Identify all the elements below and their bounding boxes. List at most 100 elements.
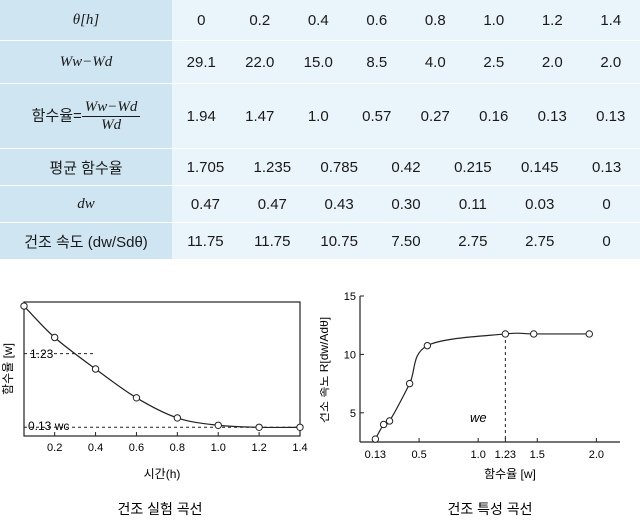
chart1-annotation-1.23: 1.23 xyxy=(30,347,54,361)
chart2-xtick-label: 2.0 xyxy=(589,449,604,461)
dw-cell: 0.03 xyxy=(525,195,555,213)
moisture-cell: 1.0 xyxy=(289,83,348,149)
chart1-point xyxy=(173,414,182,422)
w-label: Ww−Wd xyxy=(0,40,172,84)
rate-cell: 2.75 xyxy=(525,232,555,250)
table-row-w: Ww−Wd 29.1 22.0 15.0 8.5 4.0 2.5 2.0 2.0 xyxy=(0,40,640,84)
rate-values: 11.75 11.75 10.75 7.50 2.75 2.75 0 xyxy=(172,222,640,260)
chart2-point xyxy=(530,330,538,338)
average-values: 1.705 1.235 0.785 0.42 0.215 0.145 0.13 xyxy=(172,148,640,186)
w-cell: 15.0 xyxy=(289,40,348,84)
chart1-point xyxy=(20,302,28,310)
moisture-cell: 0.16 xyxy=(464,83,523,149)
moisture-denominator: Wd xyxy=(101,116,122,133)
w-cell: 8.5 xyxy=(347,40,406,84)
rate-cell: 0 xyxy=(602,232,611,250)
rate-cell: 11.75 xyxy=(254,232,291,250)
moisture-cell: 0.13 xyxy=(523,83,582,149)
drying-characteristic-chart: 5 10 15 0.13 0.5 1.0 1.23 1.5 2.0 건조 속도 R[dw/Adθ… xyxy=(320,291,620,517)
moisture-fraction: Ww−Wd Wd xyxy=(81,99,141,134)
chart2-point xyxy=(379,420,388,429)
average-cell: 1.235 xyxy=(253,158,292,176)
theta-cell: 1.0 xyxy=(464,0,523,41)
dw-cell: 0 xyxy=(602,195,611,213)
moisture-cell: 0.57 xyxy=(347,83,406,149)
table-row-moisture: 함수율= Ww−Wd Wd 1.94 1.47 1.0 0.57 0.27 0.16… xyxy=(0,83,640,149)
chart2-annotation-we: we xyxy=(470,410,487,425)
dw-cell: 0.30 xyxy=(391,195,421,213)
dw-values: 0.47 0.47 0.43 0.30 0.11 0.03 0 xyxy=(172,185,640,223)
theta-label: θ[h] xyxy=(0,0,172,41)
table-row-theta: θ[h] 0 0.2 0.4 0.6 0.8 1.0 1.2 1.4 xyxy=(0,0,640,41)
chart1-ylabel: 함수율 [w] xyxy=(1,343,15,395)
chart1-xtick-label: 0.2 xyxy=(47,442,62,454)
chart1-point xyxy=(132,394,141,402)
theta-cell: 0.4 xyxy=(289,0,348,41)
chart2-ytick-label: 5 xyxy=(350,408,356,420)
chart2-ytick-label: 10 xyxy=(344,349,356,361)
w-cell: 22.0 xyxy=(230,40,289,84)
chart2-point xyxy=(501,330,510,338)
chart2-xtick-label: 0.5 xyxy=(411,449,426,461)
w-cell: 2.0 xyxy=(581,40,640,84)
chart2-xtick-label: 1.5 xyxy=(530,449,545,461)
chart1-frame xyxy=(23,301,301,437)
rate-cell: 2.75 xyxy=(458,232,488,250)
chart2-xlabel: 함수율 [w] xyxy=(484,467,536,481)
chart2-point xyxy=(371,435,380,443)
w-cell: 4.0 xyxy=(406,40,465,84)
chart1-caption: 건조 실험 곡선 xyxy=(117,501,202,517)
theta-cell: 0 xyxy=(172,0,231,41)
w-cell: 2.5 xyxy=(464,40,523,84)
rate-cell: 10.75 xyxy=(320,232,358,250)
table-row-average: 평균 함수율 1.705 1.235 0.785 0.42 0.215 0.14… xyxy=(0,148,640,186)
chart1-point xyxy=(91,365,100,373)
dw-cell: 0.47 xyxy=(257,195,287,213)
chart1-xtick-label: 0.8 xyxy=(170,442,185,454)
average-cell: 0.145 xyxy=(520,158,559,176)
rate-label: 건조 속도 (dw/Sdθ) xyxy=(0,222,172,260)
moisture-cell: 0.13 xyxy=(581,83,640,149)
w-cell: 29.1 xyxy=(172,40,231,84)
rate-cell: 11.75 xyxy=(187,232,224,250)
chart1-annotation-wc: 0.13 wc xyxy=(28,419,69,433)
average-cell: 0.13 xyxy=(591,158,622,176)
average-cell: 0.215 xyxy=(454,158,492,176)
moisture-cell: 0.27 xyxy=(406,83,465,149)
chart1-xtick-label: 1.2 xyxy=(251,442,266,454)
average-label: 평균 함수율 xyxy=(0,148,172,186)
chart1-point xyxy=(255,423,263,431)
chart2-xtick-label: 1.23 xyxy=(495,449,516,461)
average-cell: 0.785 xyxy=(320,158,358,176)
chart2-ytick-label: 15 xyxy=(344,291,356,303)
dw-label: dw xyxy=(0,185,172,223)
chart1-point xyxy=(50,333,59,342)
dw-cell: 0.11 xyxy=(458,195,487,213)
average-cell: 1.705 xyxy=(186,158,225,176)
theta-cell: 0.6 xyxy=(347,0,406,41)
chart2-point xyxy=(385,417,394,425)
theta-cell: 0.2 xyxy=(230,0,289,41)
drying-curve-chart: 0.2 0.4 0.6 0.8 1.0 1.2 1.4 함수율 [w] 1.23 0.13 … xyxy=(1,301,308,517)
moisture-cell: 1.94 xyxy=(172,83,231,149)
chart1-xtick-label: 1.4 xyxy=(292,442,307,454)
chart2-point xyxy=(585,330,593,338)
table-row-rate: 건조 속도 (dw/Sdθ) 11.75 11.75 10.75 7.50 2.… xyxy=(0,222,640,260)
theta-cell: 0.8 xyxy=(406,0,465,41)
chart1-xtick-label: 0.6 xyxy=(129,442,144,454)
data-table: θ[h] 0 0.2 0.4 0.6 0.8 1.0 1.2 1.4 Ww−Wd… xyxy=(0,0,640,260)
moisture-cell: 1.47 xyxy=(230,83,289,149)
chart1-xtick-label: 0.4 xyxy=(88,442,103,454)
moisture-numerator: Ww−Wd xyxy=(81,99,141,117)
dw-cell: 0.43 xyxy=(324,195,354,213)
w-cell: 2.0 xyxy=(523,40,582,84)
chart1-point xyxy=(214,421,222,429)
chart2-point xyxy=(423,341,432,350)
chart1-xlabel: 시간(h) xyxy=(144,467,181,481)
chart1-xtick-label: 1.0 xyxy=(211,442,226,454)
table-row-dw: dw 0.47 0.47 0.43 0.30 0.11 0.03 0 xyxy=(0,185,640,223)
chart2-xtick-label: 1.0 xyxy=(471,449,486,461)
moisture-label: 함수율= xyxy=(31,106,82,124)
average-cell: 0.42 xyxy=(391,158,421,176)
theta-cell: 1.2 xyxy=(523,0,582,41)
